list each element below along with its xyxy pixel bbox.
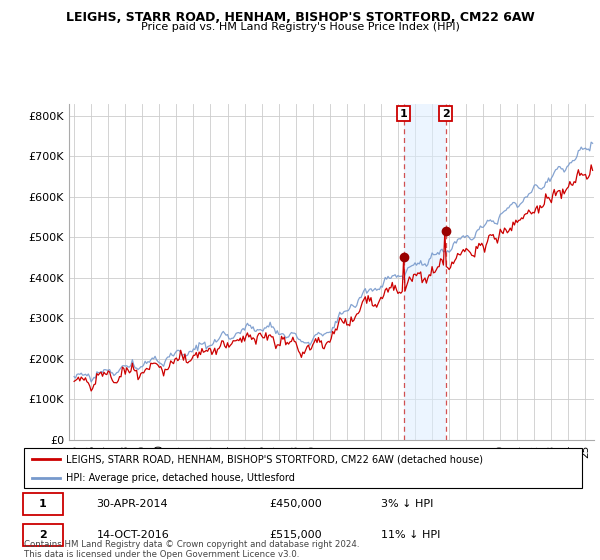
Text: £515,000: £515,000 — [269, 530, 322, 540]
Text: 14-OCT-2016: 14-OCT-2016 — [97, 530, 169, 540]
Text: 2: 2 — [442, 109, 449, 119]
Text: LEIGHS, STARR ROAD, HENHAM, BISHOP'S STORTFORD, CM22 6AW: LEIGHS, STARR ROAD, HENHAM, BISHOP'S STO… — [65, 11, 535, 24]
Text: 11% ↓ HPI: 11% ↓ HPI — [381, 530, 440, 540]
FancyBboxPatch shape — [23, 524, 63, 546]
Text: 30-APR-2014: 30-APR-2014 — [97, 499, 168, 509]
Text: 2: 2 — [39, 530, 47, 540]
Bar — [404, 104, 446, 440]
FancyBboxPatch shape — [24, 448, 582, 488]
Text: HPI: Average price, detached house, Uttlesford: HPI: Average price, detached house, Uttl… — [66, 473, 295, 483]
Text: £450,000: £450,000 — [269, 499, 322, 509]
Text: 1: 1 — [39, 499, 47, 509]
FancyBboxPatch shape — [23, 493, 63, 515]
Text: Price paid vs. HM Land Registry's House Price Index (HPI): Price paid vs. HM Land Registry's House … — [140, 22, 460, 32]
Text: Contains HM Land Registry data © Crown copyright and database right 2024.
This d: Contains HM Land Registry data © Crown c… — [24, 540, 359, 559]
Text: LEIGHS, STARR ROAD, HENHAM, BISHOP'S STORTFORD, CM22 6AW (detached house): LEIGHS, STARR ROAD, HENHAM, BISHOP'S STO… — [66, 454, 483, 464]
Text: 1: 1 — [400, 109, 407, 119]
Text: 3% ↓ HPI: 3% ↓ HPI — [381, 499, 433, 509]
